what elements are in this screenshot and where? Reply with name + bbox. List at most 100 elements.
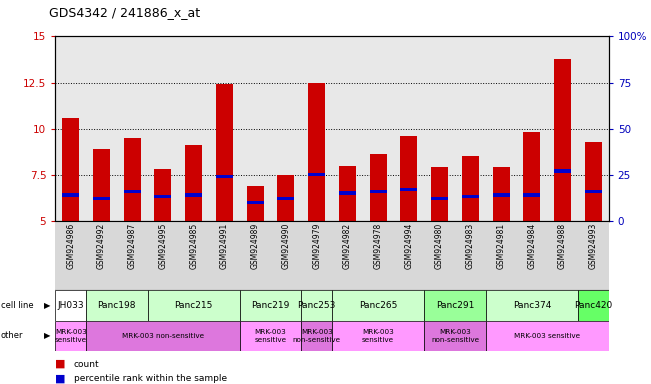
Text: ■: ■	[55, 373, 66, 383]
Bar	[124, 138, 141, 221]
Text: GSM924989: GSM924989	[251, 223, 260, 269]
Text: MRK-003
non-sensitive: MRK-003 non-sensitive	[292, 329, 340, 343]
Bar	[271, 36, 301, 221]
Text: percentile rank within the sample: percentile rank within the sample	[74, 374, 227, 383]
Text: MRK-003 sensitive: MRK-003 sensitive	[514, 333, 580, 339]
Text: GSM924988: GSM924988	[558, 223, 567, 269]
Text: ■: ■	[55, 359, 66, 369]
Bar	[301, 290, 332, 321]
Bar	[93, 149, 110, 221]
Bar	[339, 192, 356, 195]
Bar	[486, 221, 516, 290]
Bar	[55, 36, 86, 221]
Text: Panc215: Panc215	[174, 301, 213, 310]
Bar	[400, 188, 417, 191]
Text: cell line: cell line	[1, 301, 33, 310]
Text: MRK-003
non-sensitive: MRK-003 non-sensitive	[431, 329, 479, 343]
Bar	[277, 175, 294, 221]
Bar	[431, 197, 448, 200]
Bar	[154, 195, 171, 199]
Text: GSM924986: GSM924986	[66, 223, 76, 269]
Bar	[424, 221, 455, 290]
Bar	[523, 132, 540, 221]
Bar	[240, 290, 301, 321]
Text: GDS4342 / 241886_x_at: GDS4342 / 241886_x_at	[49, 6, 200, 19]
Text: ▶: ▶	[44, 331, 50, 341]
Text: ▶: ▶	[44, 301, 50, 310]
Text: GSM924982: GSM924982	[343, 223, 352, 269]
Text: Panc265: Panc265	[359, 301, 397, 310]
Bar	[148, 221, 178, 290]
Bar	[271, 221, 301, 290]
Bar	[216, 84, 233, 221]
Bar	[148, 36, 178, 221]
Bar	[240, 321, 301, 351]
Bar	[578, 290, 609, 321]
Text: Panc198: Panc198	[98, 301, 136, 310]
Bar	[240, 221, 271, 290]
Bar	[308, 173, 325, 176]
Text: Panc374: Panc374	[512, 301, 551, 310]
Bar	[301, 321, 332, 351]
Bar	[55, 290, 86, 321]
Bar	[178, 36, 209, 221]
Bar	[370, 154, 387, 221]
Text: GSM924995: GSM924995	[158, 223, 167, 269]
Bar	[178, 221, 209, 290]
Bar	[578, 36, 609, 221]
Text: GSM924990: GSM924990	[281, 223, 290, 269]
Bar	[431, 167, 448, 221]
Bar	[277, 197, 294, 200]
Bar	[493, 193, 510, 197]
Text: MRK-003
sensitive: MRK-003 sensitive	[55, 329, 87, 343]
Bar	[462, 195, 478, 199]
Bar	[363, 36, 393, 221]
Bar	[93, 197, 110, 200]
Bar	[393, 221, 424, 290]
Text: GSM924994: GSM924994	[404, 223, 413, 269]
Bar	[516, 221, 547, 290]
Text: GSM924981: GSM924981	[497, 223, 506, 269]
Bar	[393, 36, 424, 221]
Text: Panc253: Panc253	[298, 301, 336, 310]
Text: GSM924987: GSM924987	[128, 223, 137, 269]
Bar	[455, 36, 486, 221]
Bar	[585, 142, 602, 221]
Bar	[86, 290, 148, 321]
Bar	[547, 36, 578, 221]
Text: other: other	[1, 331, 23, 341]
Bar	[554, 169, 571, 173]
Bar	[332, 290, 424, 321]
Text: Panc291: Panc291	[436, 301, 474, 310]
Bar	[154, 169, 171, 221]
Bar	[486, 36, 516, 221]
Bar	[339, 166, 356, 221]
Bar	[247, 201, 264, 204]
Text: GSM924979: GSM924979	[312, 223, 321, 269]
Bar	[186, 145, 202, 221]
Bar	[209, 221, 240, 290]
Bar	[424, 321, 486, 351]
Bar	[301, 221, 332, 290]
Bar	[516, 36, 547, 221]
Bar	[117, 221, 148, 290]
Text: MRK-003
sensitive: MRK-003 sensitive	[255, 329, 286, 343]
Text: MRK-003 non-sensitive: MRK-003 non-sensitive	[122, 333, 204, 339]
Text: JH033: JH033	[57, 301, 84, 310]
Bar	[332, 36, 363, 221]
Bar	[55, 221, 86, 290]
Bar	[585, 190, 602, 193]
Bar	[308, 83, 325, 221]
Bar	[209, 36, 240, 221]
Bar	[124, 190, 141, 193]
Bar	[547, 221, 578, 290]
Bar	[486, 290, 578, 321]
Text: GSM924978: GSM924978	[374, 223, 383, 269]
Bar	[370, 190, 387, 193]
Bar	[117, 36, 148, 221]
Bar	[493, 167, 510, 221]
Bar	[578, 221, 609, 290]
Bar	[424, 36, 455, 221]
Bar	[363, 221, 393, 290]
Bar	[55, 321, 86, 351]
